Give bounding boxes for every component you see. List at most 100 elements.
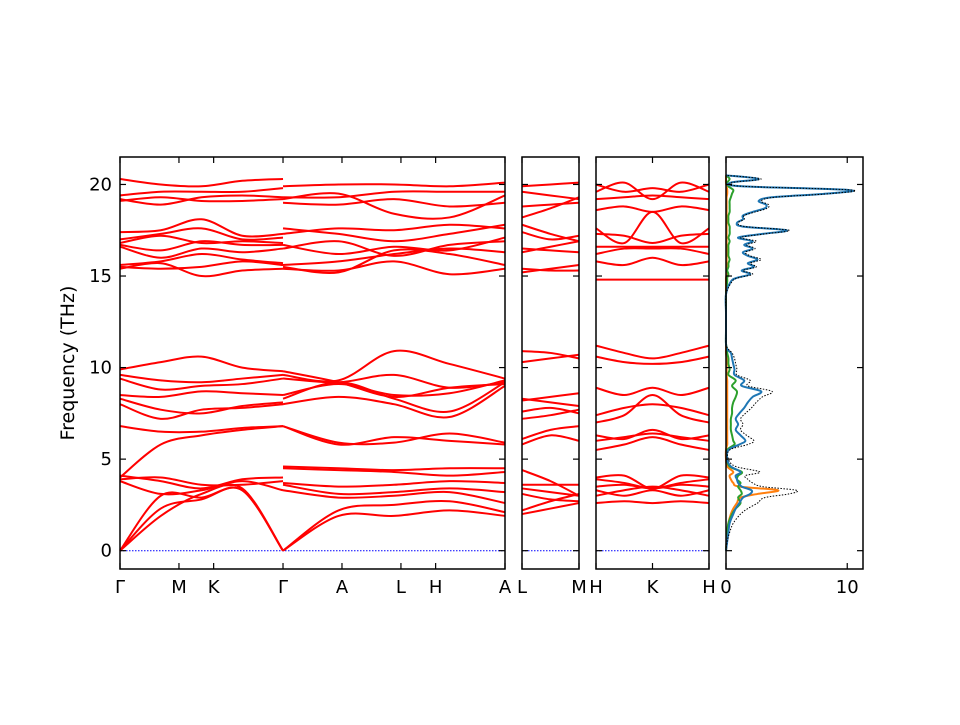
band-line <box>282 385 506 419</box>
band-line <box>595 428 710 441</box>
band-line <box>282 260 506 276</box>
q-point-label: L <box>517 577 527 598</box>
band-line <box>521 196 580 219</box>
band-line <box>282 247 506 267</box>
band-line <box>119 253 284 267</box>
band-line <box>282 509 506 552</box>
panel-dos: 0 10 <box>720 157 859 598</box>
band-line <box>521 223 580 243</box>
band-line <box>595 256 710 267</box>
q-point-label: L <box>396 577 406 598</box>
band-line <box>119 397 284 415</box>
y-axis-label: Frequency (THz) <box>57 286 79 441</box>
band-line <box>119 240 284 252</box>
band-line <box>282 223 506 243</box>
band-line <box>282 349 506 383</box>
band-line <box>119 474 284 490</box>
band-line <box>282 181 506 188</box>
band-line <box>282 499 506 552</box>
band-line <box>282 370 506 398</box>
band-line <box>119 194 284 206</box>
band-line <box>521 264 580 274</box>
band-line <box>282 483 506 496</box>
band-line <box>521 190 580 201</box>
q-point-label: K <box>208 577 221 598</box>
band-line <box>119 390 284 398</box>
band-line <box>521 434 580 446</box>
q-point-label: A <box>336 577 349 598</box>
band-line <box>119 234 284 245</box>
band-line <box>119 196 284 203</box>
axes-frame <box>521 156 580 570</box>
band-line <box>521 267 580 272</box>
band-line <box>119 486 284 552</box>
band-line <box>521 492 580 503</box>
dos-series-blue <box>724 174 854 551</box>
band-line <box>521 231 580 241</box>
band-line <box>595 205 710 213</box>
band-line <box>595 344 710 360</box>
band-line <box>119 227 284 241</box>
band-line <box>119 262 284 278</box>
band-line <box>119 177 284 188</box>
band-line <box>595 403 710 417</box>
q-point-label: K <box>647 577 660 598</box>
y-tick-label: 5 <box>101 449 112 470</box>
band-line <box>595 194 710 201</box>
q-point-label: Γ <box>115 577 125 598</box>
y-tick-label: 0 <box>101 541 112 562</box>
band-line <box>521 240 580 254</box>
band-line <box>119 218 284 238</box>
band-line <box>119 245 284 259</box>
q-point-label: Γ <box>278 577 288 598</box>
band-line <box>282 489 506 505</box>
q-point-label: M <box>171 577 187 598</box>
band-line <box>595 489 710 497</box>
band-line <box>282 236 506 256</box>
band-line <box>282 465 506 472</box>
y-tick-label: 15 <box>89 266 112 287</box>
band-line <box>521 469 580 497</box>
band-line <box>119 373 284 384</box>
band-line <box>119 403 284 420</box>
band-line <box>595 474 710 490</box>
band-line <box>595 386 710 397</box>
band-line <box>521 350 580 360</box>
band-line <box>595 485 710 497</box>
band-line <box>595 436 710 451</box>
band-line <box>282 248 506 274</box>
band-line <box>282 198 506 208</box>
band-line <box>521 353 580 364</box>
band-line <box>119 187 284 197</box>
band-line <box>595 355 710 365</box>
band-line <box>119 377 284 391</box>
band-line <box>521 397 580 408</box>
band-line <box>282 223 506 235</box>
band-line <box>119 260 284 270</box>
dos-x-tick-label: 10 <box>836 577 859 598</box>
band-line <box>282 480 506 488</box>
band-line <box>282 425 506 446</box>
y-tick-label: 10 <box>89 358 112 379</box>
band-line <box>119 355 284 373</box>
axes-frame <box>725 156 864 570</box>
band-line <box>282 192 506 220</box>
band-line <box>595 210 710 245</box>
band-line <box>119 476 284 487</box>
band-line <box>282 381 506 413</box>
band-line <box>595 247 710 256</box>
q-point-label: H <box>429 577 443 598</box>
q-point-label: H <box>589 577 603 598</box>
band-line <box>595 232 710 245</box>
band-line <box>282 379 506 397</box>
band-line <box>521 502 580 516</box>
band-line <box>595 181 710 201</box>
band-line <box>282 467 506 477</box>
band-line <box>521 247 580 254</box>
band-line <box>595 394 710 424</box>
